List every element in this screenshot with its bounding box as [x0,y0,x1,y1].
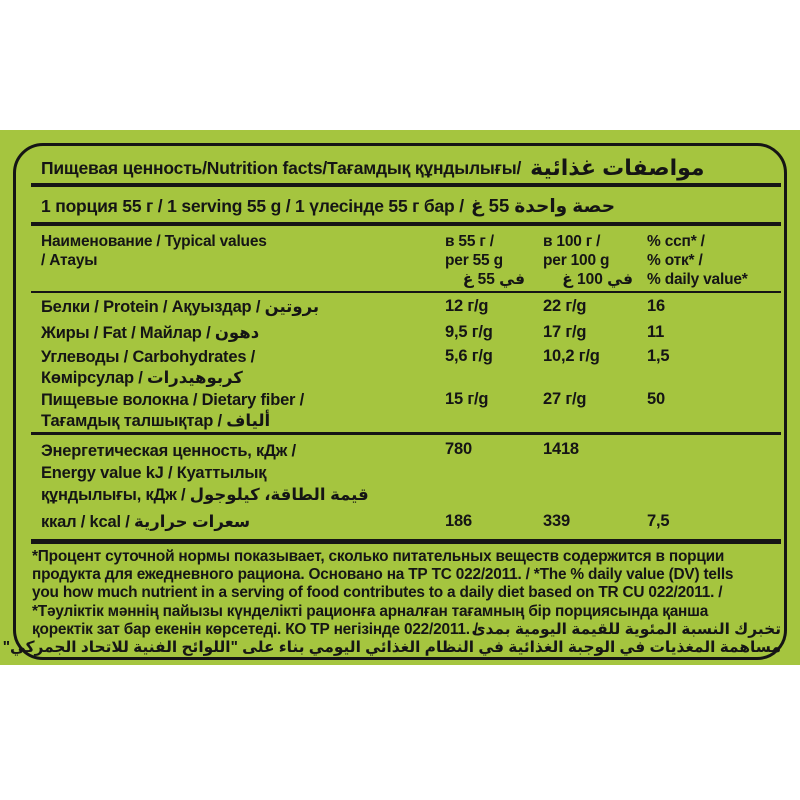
column-header-name: Наименование / Typical values / Атауы [41,232,267,270]
divider-above-footnote [31,539,781,544]
serving-text-arabic: حصة واحدة 55 غ [470,195,616,216]
column-header-per55: в 55 г / per 55 g في 55 غ [445,232,525,289]
column-header-per100-line2: per 100 g [543,252,610,269]
row-carbohydrates-line2: Көмірсулар / كربوهيدرات [41,369,243,387]
divider-below-title [31,183,781,187]
row-fiber-line1: Пищевые волокна / Dietary fiber / [41,391,305,409]
column-header-per55-line1: в 55 г / [445,233,494,250]
footnote-line-6-arabic: مساهمة المغذيات في الوجبة الغذائية في ال… [0,639,781,657]
footnote-line-5-latin: қоректік зат бар екенін көрсетеді. КО ТР… [32,620,478,638]
row-fat-per100: 17 г/g [543,323,587,341]
column-header-dv-line1: % ссп* / [647,233,705,250]
row-fat-dv: 11 [647,323,665,341]
serving-text-latin: 1 порция 55 г / 1 serving 55 g / 1 үлесі… [41,195,464,216]
serving-row: 1 порция 55 г / 1 serving 55 g / 1 үлесі… [41,190,781,222]
column-header-dv-line3: % daily value* [647,271,748,288]
row-fiber-line2: Тағамдық талшықтар / ألياف [41,412,271,430]
label-title-arabic: مواصفات غذائية [530,155,705,180]
row-energy-kj-line2: Energy value kJ / Куаттылық [41,464,267,482]
footnote-line-3: you how much nutrient in a serving of fo… [32,584,723,602]
row-fat-name: Жиры / Fat / Майлар / دهون [41,324,260,342]
row-protein-per100: 22 г/g [543,297,587,315]
footnote-line-4: *Тәуліктік мәннің пайызы күнделікті раци… [32,602,709,620]
column-header-per100-line3-arabic: في 100 غ [562,271,633,288]
column-header-per100-line1: в 100 г / [543,233,601,250]
row-energy-kj-per55: 780 [445,440,472,458]
divider-below-serving [31,222,781,226]
divider-above-energy [31,432,781,435]
column-header-per55-line2: per 55 g [445,252,503,269]
footnote: *Процент суточной нормы показывает, скол… [0,548,781,657]
row-fat-per55: 9,5 г/g [445,323,493,341]
row-protein-dv: 16 [647,297,665,315]
divider-below-headers [31,291,781,293]
row-fiber-name: Пищевые волокна / Dietary fiber / Тағамд… [41,390,304,432]
green-band: Пищевая ценность/Nutrition facts/Тағамды… [0,130,800,665]
row-carbohydrates-line1: Углеводы / Carbohydrates / [41,348,256,366]
nutrition-label-box: Пищевая ценность/Nutrition facts/Тағамды… [0,143,787,660]
row-protein-name: Белки / Protein / Ақуыздар / بروتين [41,298,320,316]
row-fiber-per55: 15 г/g [445,390,489,408]
row-protein-per55: 12 г/g [445,297,489,315]
row-energy-kj-per100: 1418 [543,440,579,458]
footnote-line-2: продукта для ежедневного рациона. Основа… [32,566,734,584]
row-carbohydrates-per100: 10,2 г/g [543,347,600,365]
row-kcal-per55: 186 [445,512,472,530]
label-title: Пищевая ценность/Nutrition facts/Тағамды… [41,151,781,185]
footnote-line-5: қоректік зат бар екенін көрсетеді. КО ТР… [32,621,781,639]
row-fiber-per100: 27 г/g [543,390,587,408]
row-kcal-name: ккал / kcal / سعرات حرارية [41,513,251,531]
row-energy-kj-line1: Энергетическая ценность, кДж / [41,442,296,460]
column-header-daily-value: % ссп* / % отк* / % daily value* [647,232,748,289]
row-carbohydrates-name: Углеводы / Carbohydrates / Көмірсулар / … [41,347,255,389]
row-carbohydrates-per55: 5,6 г/g [445,347,493,365]
label-title-latin: Пищевая ценность/Nutrition facts/Тағамды… [41,157,522,178]
column-header-per55-line3-arabic: في 55 غ [462,271,525,288]
footnote-line-5-arabic: تخبرك النسبة المئوية للقيمة اليومية بمدى [471,620,781,638]
row-kcal-dv: 7,5 [647,512,670,530]
row-energy-kj-name: Энергетическая ценность, кДж / Energy va… [41,440,369,506]
row-kcal-per100: 339 [543,512,570,530]
column-header-name-line2: / Атауы [41,252,98,269]
column-header-dv-line2: % отк* / [647,252,703,269]
row-energy-kj-line3: құндылығы, кДж / قيمة الطاقة، كيلوجول [41,486,369,504]
column-header-per100: в 100 г / per 100 g في 100 غ [543,232,633,289]
row-fiber-dv: 50 [647,390,665,408]
column-header-name-line1: Наименование / Typical values [41,233,267,250]
footnote-line-1: *Процент суточной нормы показывает, скол… [32,548,725,565]
row-carbohydrates-dv: 1,5 [647,347,670,365]
